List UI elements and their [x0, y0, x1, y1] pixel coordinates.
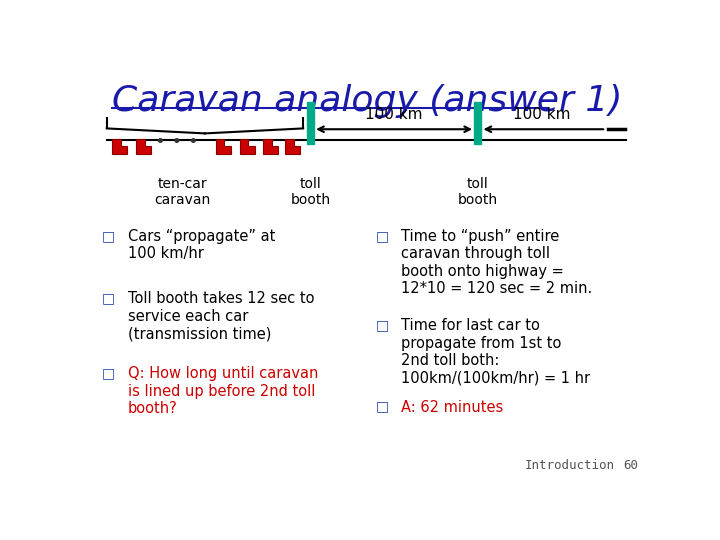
- Text: ten-car
caravan: ten-car caravan: [154, 177, 210, 207]
- Text: □: □: [375, 400, 388, 414]
- Text: Introduction: Introduction: [526, 460, 615, 472]
- Polygon shape: [285, 139, 300, 153]
- Text: 100 km: 100 km: [365, 107, 423, 122]
- Text: □: □: [102, 292, 115, 306]
- Text: Cars “propagate” at
100 km/hr: Cars “propagate” at 100 km/hr: [128, 229, 275, 261]
- Bar: [474, 102, 481, 144]
- Text: □: □: [102, 366, 115, 380]
- Polygon shape: [263, 139, 278, 153]
- Text: □: □: [375, 319, 388, 333]
- Polygon shape: [215, 139, 230, 153]
- Text: A: 62 minutes: A: 62 minutes: [401, 400, 503, 415]
- Text: Time to “push” entire
caravan through toll
booth onto highway =
12*10 = 120 sec : Time to “push” entire caravan through to…: [401, 229, 593, 296]
- Text: toll
booth: toll booth: [290, 177, 330, 207]
- Text: toll
booth: toll booth: [458, 177, 498, 207]
- Text: • • •: • • •: [155, 133, 199, 151]
- Text: □: □: [102, 229, 115, 243]
- Bar: [307, 102, 314, 144]
- Polygon shape: [136, 139, 151, 153]
- Polygon shape: [112, 139, 127, 153]
- Text: □: □: [375, 229, 388, 243]
- Text: 60: 60: [623, 460, 638, 472]
- Text: Q: How long until caravan
is lined up before 2nd toll
booth?: Q: How long until caravan is lined up be…: [128, 366, 318, 416]
- Text: Time for last car to
propagate from 1st to
2nd toll both:
100km/(100km/hr) = 1 h: Time for last car to propagate from 1st …: [401, 319, 590, 386]
- Text: 100 km: 100 km: [513, 107, 571, 122]
- Text: Toll booth takes 12 sec to
service each car
(transmission time): Toll booth takes 12 sec to service each …: [128, 292, 315, 341]
- Text: Caravan analogy (answer 1): Caravan analogy (answer 1): [112, 84, 623, 118]
- Polygon shape: [240, 139, 255, 153]
